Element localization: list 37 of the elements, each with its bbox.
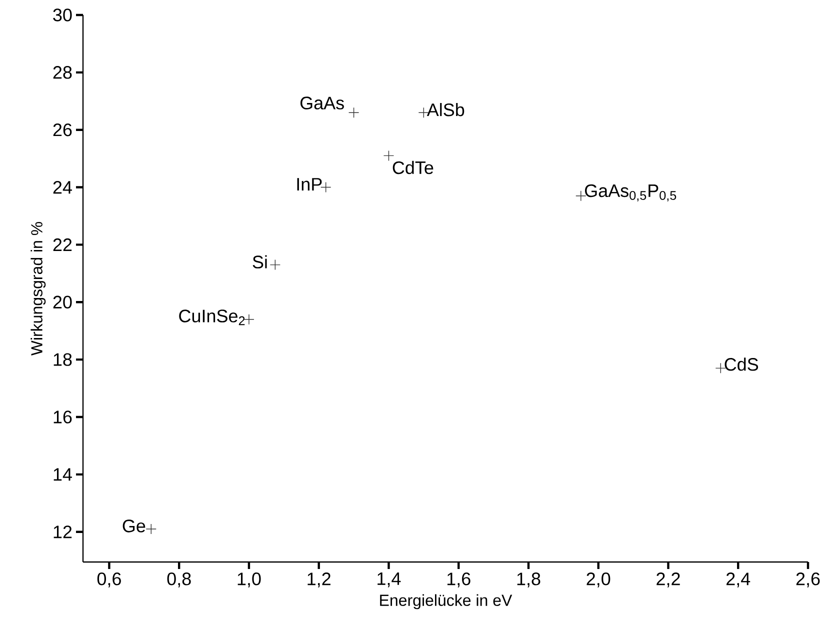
point xyxy=(348,107,360,118)
y-axis-title: Wirkungsgrad in % xyxy=(30,222,46,356)
x-tick-label: 0,8 xyxy=(167,572,191,588)
point xyxy=(146,524,156,534)
x-tick-label: 1,8 xyxy=(517,572,540,588)
annotation: GaAs$_{0,5}$P$_{0,5}$ xyxy=(585,184,676,202)
y-tick-label: 12 xyxy=(54,526,72,538)
y-tick-label: 22 xyxy=(53,238,72,251)
annotation: GaAs xyxy=(300,96,344,110)
annotation: Ge xyxy=(122,520,146,532)
y-tick-label: 24 xyxy=(53,181,72,194)
point xyxy=(270,259,281,270)
x-tick-label: 1,4 xyxy=(378,572,401,588)
y-tick-label: 18 xyxy=(54,353,72,366)
y-tick-label: 14 xyxy=(54,468,72,481)
point xyxy=(383,150,394,162)
x-tick-label: 1,0 xyxy=(238,572,261,588)
y-tick-label: 28 xyxy=(53,66,72,79)
annotation: CdS xyxy=(724,358,758,371)
annotation: CuInSe$_{2}$ xyxy=(179,310,245,326)
y-tick-label: 30 xyxy=(53,8,72,22)
x-tick-label: 2,2 xyxy=(656,572,680,588)
annotation: AlSb xyxy=(426,103,464,116)
x-tick-label: 2,0 xyxy=(586,572,610,588)
x-tick-label: 1,6 xyxy=(447,572,470,588)
x-tick-label: 1,2 xyxy=(308,572,330,588)
y-tick-label: 26 xyxy=(53,123,72,136)
x-axis-title: Energielücke in eV xyxy=(380,594,512,610)
point xyxy=(576,190,586,202)
x-tick-label: 2,4 xyxy=(726,572,750,588)
annotation: CdTe xyxy=(392,160,434,174)
x-tick-label: 2,6 xyxy=(796,572,820,588)
y-tick-label: 20 xyxy=(53,296,72,309)
annotation: InP xyxy=(297,178,322,190)
annotation: Si xyxy=(252,255,267,268)
y-tick-label: 16 xyxy=(54,410,72,424)
x-tick-label: 0,6 xyxy=(97,572,121,588)
